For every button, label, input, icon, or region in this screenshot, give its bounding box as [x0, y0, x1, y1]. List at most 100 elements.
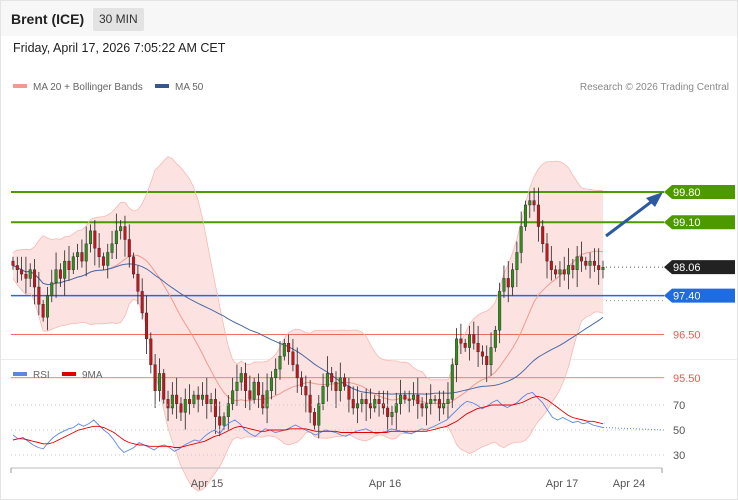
- x-tick-label-Apr-24: Apr 24: [613, 478, 645, 490]
- candle-body: [71, 256, 75, 270]
- candle-body: [601, 266, 605, 270]
- candle-body: [446, 399, 450, 404]
- candle-body: [291, 351, 295, 365]
- candle-body: [63, 260, 67, 279]
- bollinger-lower-line: [12, 278, 604, 492]
- candle-body: [300, 377, 304, 387]
- candle-body: [200, 394, 204, 400]
- last-price-label: 98.06: [673, 262, 701, 274]
- rsi-ma-legend-label: 9MA: [82, 370, 103, 381]
- candle-body: [571, 265, 575, 270]
- candle-body: [343, 377, 347, 387]
- rsi-tick-label-30: 30: [673, 450, 685, 462]
- rsi-ma-legend-swatch: [62, 372, 76, 376]
- candle-body: [269, 377, 273, 391]
- resistance-label-99.80: 99.80: [673, 187, 701, 199]
- candle-body: [506, 278, 510, 288]
- rsi-legend-swatch: [13, 372, 27, 376]
- candle-body: [114, 230, 118, 245]
- candle-body: [356, 403, 360, 409]
- candle-body: [588, 260, 592, 266]
- candle-body: [136, 273, 140, 292]
- candle-body: [89, 230, 93, 245]
- rsi-tick-label-50: 50: [673, 425, 685, 437]
- candle-body: [231, 390, 235, 404]
- candle-body: [515, 252, 519, 270]
- x-tick-label-Apr-16: Apr 16: [369, 478, 401, 490]
- candle-body: [153, 364, 157, 391]
- candle-body: [265, 390, 269, 409]
- candle-body: [416, 394, 420, 404]
- candle-body: [554, 269, 558, 275]
- candle-body: [360, 399, 364, 404]
- candle-body: [76, 252, 80, 257]
- candle-body: [403, 394, 407, 400]
- candle-body: [592, 260, 596, 266]
- candle-body: [239, 373, 243, 383]
- candle-body: [97, 247, 101, 258]
- candle-body: [170, 394, 174, 409]
- ma20-legend-label: MA 20 + Bollinger Bands: [33, 82, 143, 93]
- candle-body: [287, 343, 291, 353]
- candle-body: [15, 265, 19, 270]
- candle-body: [50, 282, 54, 296]
- candle-body: [334, 381, 338, 391]
- candle-body: [175, 394, 179, 404]
- candle-body: [145, 312, 148, 340]
- candle-body: [41, 304, 45, 318]
- candle-body: [106, 252, 110, 266]
- candle-body: [192, 394, 196, 404]
- candle-body: [584, 260, 588, 266]
- candle-body: [567, 265, 571, 275]
- candle-body: [226, 403, 230, 417]
- candle-body: [493, 330, 497, 348]
- candle-body: [209, 399, 213, 404]
- candle-body: [450, 364, 454, 400]
- candle-body: [235, 381, 239, 391]
- candle-body: [132, 256, 136, 275]
- candle-body: [433, 399, 437, 401]
- candle-body: [93, 230, 97, 249]
- candle-body: [119, 226, 123, 232]
- candle-body: [188, 399, 192, 404]
- candle-body: [347, 386, 351, 400]
- support-tag-97.40: [664, 288, 735, 303]
- candle-body: [157, 373, 161, 391]
- candle-body: [325, 373, 329, 387]
- interval-button[interactable]: 30 MIN: [93, 8, 144, 31]
- candle-body: [519, 226, 523, 253]
- candle-body: [28, 269, 32, 279]
- x-tick-label-Apr-15: Apr 15: [191, 478, 223, 490]
- candle-body: [429, 399, 433, 404]
- candle-body: [498, 291, 502, 331]
- candle-body: [140, 291, 144, 314]
- candle-body: [261, 394, 265, 409]
- candle-body: [24, 273, 28, 279]
- bollinger-band: [13, 156, 603, 491]
- candle-body: [597, 265, 601, 270]
- last-price-tag: [664, 260, 735, 275]
- candle-body: [11, 260, 15, 266]
- x-tick-label-Apr-17: Apr 17: [546, 478, 578, 490]
- rsi-legend-label: RSI: [33, 370, 50, 381]
- candle-body: [545, 243, 549, 262]
- ma50-legend-swatch: [155, 84, 169, 88]
- candle-body: [386, 407, 390, 417]
- candle-body: [368, 403, 372, 409]
- candle-body: [218, 416, 222, 426]
- rsi-line: [12, 391, 604, 454]
- candle-body: [179, 403, 183, 413]
- candle-body: [295, 364, 299, 378]
- candle-body: [222, 416, 226, 426]
- support-label-97.40: 97.40: [673, 291, 701, 303]
- candle-body: [67, 260, 71, 270]
- candle-body: [101, 256, 105, 266]
- candle-body: [338, 377, 342, 391]
- candle-body: [110, 243, 114, 253]
- minor-level-label-96.50: 96.50: [673, 330, 701, 342]
- candle-body: [541, 226, 545, 245]
- candle-body: [205, 394, 209, 404]
- ma50-line: [12, 263, 604, 395]
- candle-body: [485, 355, 489, 366]
- chart-datetime: Friday, April 17, 2026 7:05:22 AM CET: [13, 41, 226, 55]
